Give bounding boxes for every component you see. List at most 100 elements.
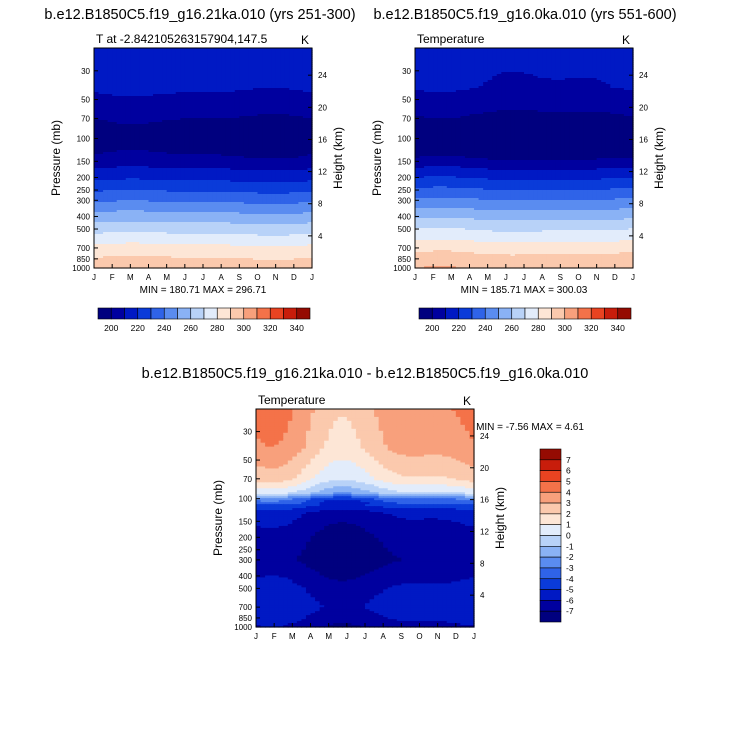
contour-cell [257, 220, 263, 223]
contour-cell [193, 146, 200, 149]
contour-cell [280, 142, 286, 145]
contour-cell [171, 106, 177, 109]
contour-cell [221, 142, 227, 145]
contour-cell [175, 174, 181, 177]
contour-cell [134, 216, 141, 219]
contour-cell [203, 92, 209, 95]
contour-cell [125, 76, 131, 79]
contour-cell [171, 168, 177, 171]
contour-cell [221, 152, 227, 155]
contour-cell [275, 192, 281, 195]
contour-cell [262, 78, 268, 81]
contour-cell [234, 92, 240, 95]
contour-cell [130, 140, 136, 143]
contour-cell [148, 116, 154, 119]
contour-cell [189, 194, 195, 197]
contour-cell [225, 226, 231, 229]
contour-cell [266, 110, 272, 113]
contour-cell [298, 192, 304, 195]
contour-cell [275, 160, 281, 163]
contour-cell [116, 142, 122, 145]
contour-cell [162, 52, 168, 55]
contour-cell [143, 132, 150, 135]
contour-cell [298, 180, 304, 183]
contour-cell [234, 136, 240, 139]
contour-cell [139, 48, 145, 51]
contour-cell [230, 94, 236, 97]
contour-cell [230, 166, 236, 169]
contour-cell [212, 162, 218, 165]
contour-cell [203, 78, 209, 81]
contour-cell [193, 116, 200, 119]
contour-cell [266, 200, 272, 203]
contour-cell [243, 200, 250, 203]
contour-cell [266, 80, 272, 83]
contour-cell [266, 202, 272, 205]
contour-cell [166, 108, 172, 111]
contour-cell [302, 142, 309, 145]
contour-cell [203, 176, 209, 179]
contour-cell [180, 66, 186, 69]
contour-cell [271, 188, 277, 191]
contour-cell [134, 58, 141, 61]
contour-cell [257, 104, 263, 107]
contour-cell [171, 70, 177, 73]
contour-cell [193, 202, 200, 205]
contour-cell [107, 174, 113, 177]
contour-cell [94, 124, 100, 127]
contour-cell [153, 86, 159, 89]
contour-cell [153, 60, 159, 63]
contour-cell [257, 60, 263, 63]
contour-cell [280, 226, 286, 229]
contour-cell [262, 128, 268, 131]
contour-cell [121, 76, 127, 79]
contour-cell [107, 58, 113, 61]
contour-cell [257, 182, 263, 185]
contour-cell [153, 54, 159, 57]
contour-cell [302, 194, 309, 197]
contour-cell [203, 174, 209, 177]
contour-cell [153, 162, 159, 165]
contour-cell [230, 204, 236, 207]
contour-cell [293, 120, 299, 123]
contour-cell [280, 202, 286, 205]
contour-cell [153, 172, 159, 175]
contour-cell [157, 60, 163, 63]
contour-cell [153, 144, 159, 147]
contour-cell [103, 88, 109, 91]
contour-cell [94, 230, 100, 233]
contour-cell [221, 48, 227, 51]
contour-cell [103, 158, 109, 161]
contour-cell [98, 86, 104, 89]
contour-cell [230, 174, 236, 177]
contour-cell [266, 186, 272, 189]
contour-cell [257, 74, 263, 77]
contour-cell [284, 54, 290, 57]
contour-cell [243, 92, 250, 95]
contour-cell [298, 108, 304, 111]
contour-cell [153, 228, 159, 231]
contour-cell [125, 136, 131, 139]
contour-cell [216, 158, 222, 161]
contour-cell [175, 128, 181, 131]
contour-cell [307, 104, 313, 107]
contour-cell [275, 100, 281, 103]
contour-cell [302, 154, 309, 157]
contour-cell [143, 82, 150, 85]
contour-cell [121, 50, 127, 53]
contour-cell [216, 148, 222, 151]
contour-cell [184, 226, 190, 229]
contour-cell [225, 74, 231, 77]
contour-cell [284, 194, 290, 197]
contour-cell [193, 194, 200, 197]
contour-cell [271, 72, 277, 75]
contour-cell [225, 130, 231, 133]
contour-cell [266, 126, 272, 129]
contour-cell [94, 78, 100, 81]
contour-cell [234, 228, 240, 231]
contour-cell [207, 224, 213, 227]
contour-cell [239, 206, 245, 209]
contour-cell [262, 94, 268, 97]
contour-cell [103, 186, 109, 189]
contour-cell [153, 90, 159, 93]
